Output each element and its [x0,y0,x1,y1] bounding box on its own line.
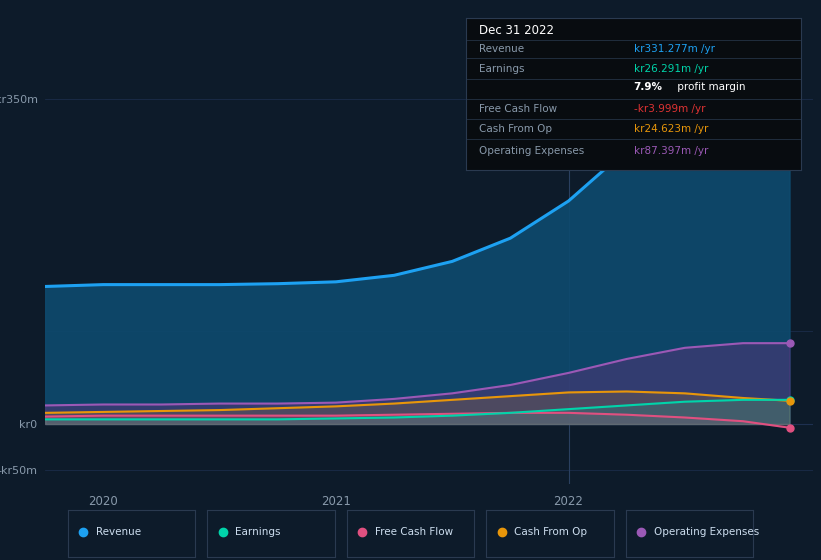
Text: profit margin: profit margin [674,82,745,92]
Text: -kr3.999m /yr: -kr3.999m /yr [634,104,705,114]
Text: Revenue: Revenue [479,44,525,54]
Text: kr331.277m /yr: kr331.277m /yr [634,44,714,54]
Text: kr24.623m /yr: kr24.623m /yr [634,124,708,134]
Text: Cash From Op: Cash From Op [479,124,553,134]
Text: Earnings: Earnings [236,528,281,538]
Text: Cash From Op: Cash From Op [515,528,588,538]
Text: Earnings: Earnings [479,64,525,73]
Text: kr26.291m /yr: kr26.291m /yr [634,64,708,73]
Text: kr87.397m /yr: kr87.397m /yr [634,146,708,156]
Text: 7.9%: 7.9% [634,82,663,92]
Text: Operating Expenses: Operating Expenses [479,146,585,156]
Text: Operating Expenses: Operating Expenses [654,528,759,538]
Text: Free Cash Flow: Free Cash Flow [479,104,557,114]
Text: Dec 31 2022: Dec 31 2022 [479,25,554,38]
Text: Revenue: Revenue [96,528,141,538]
Text: Free Cash Flow: Free Cash Flow [375,528,453,538]
